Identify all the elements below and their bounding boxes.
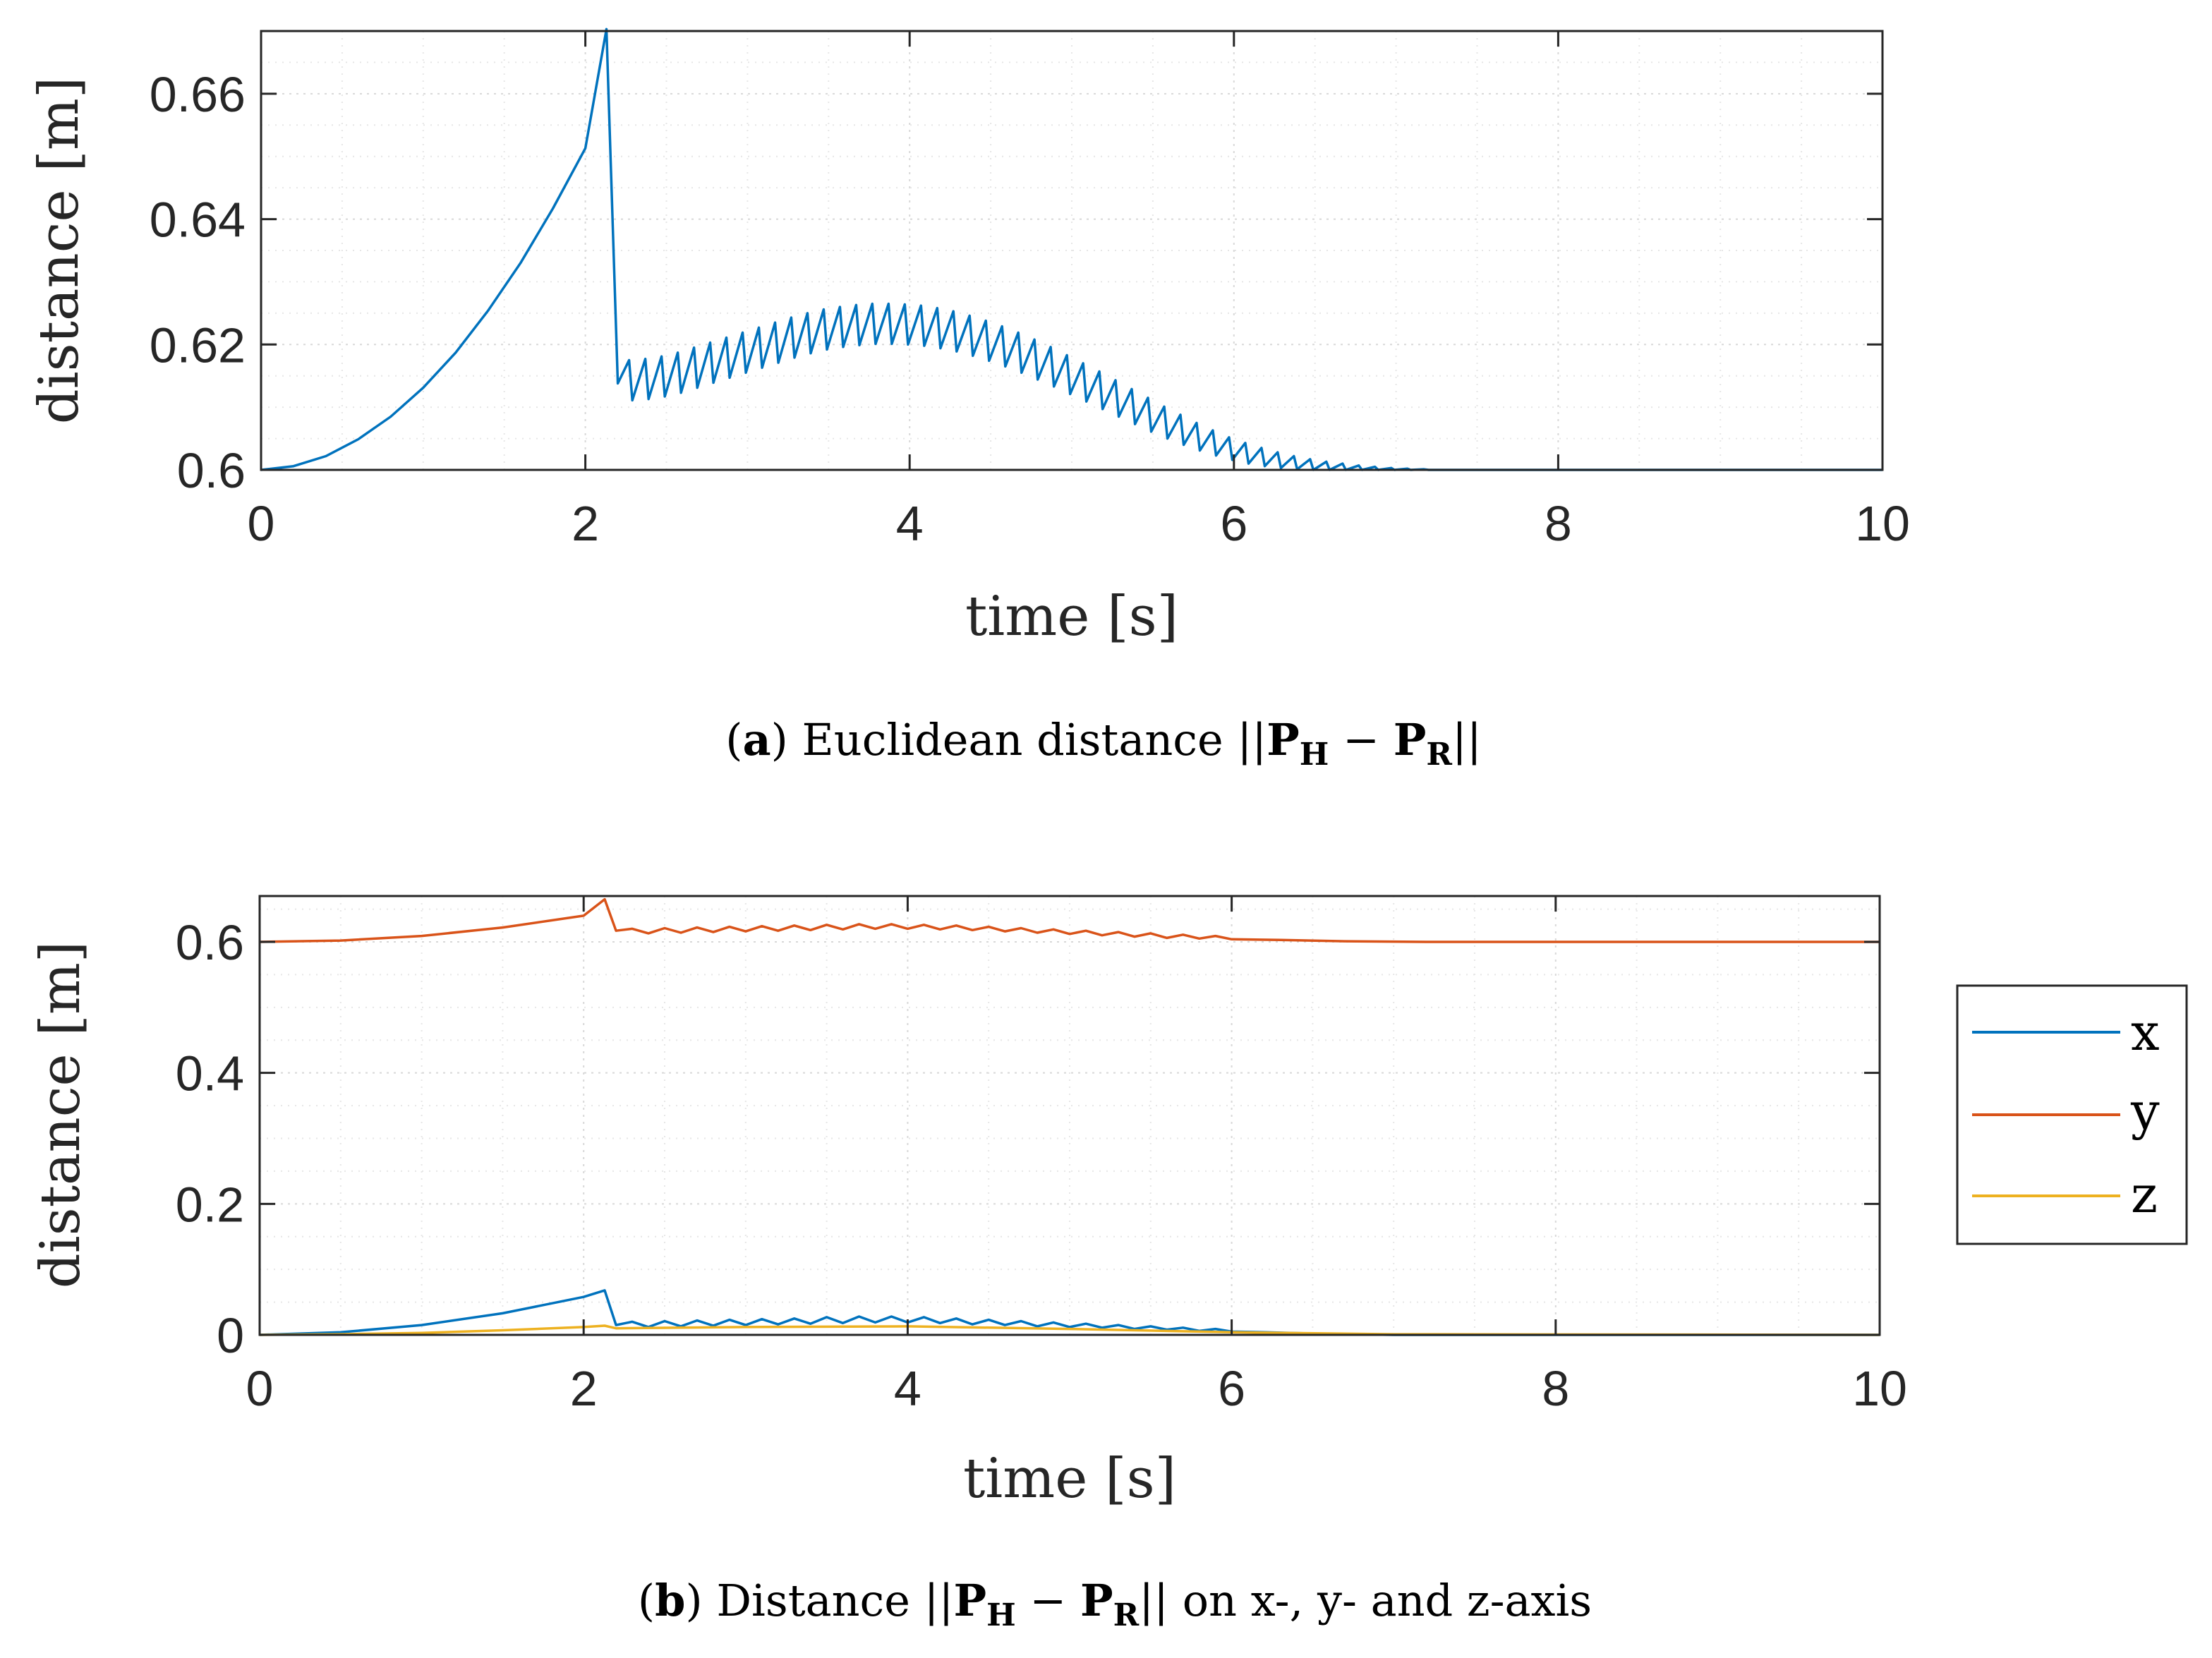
b-y-tick-label: 0.2	[176, 1177, 244, 1232]
legend-y-label: y	[2130, 1082, 2160, 1141]
caption-a-H: H	[1300, 737, 1329, 773]
caption-b-minus: −	[1029, 1575, 1066, 1626]
panel-b-ticks: 0 2 4 6 8 10 0 0.2 0.4 0.6	[176, 896, 1907, 1416]
b-x-tick-label: 10	[1852, 1361, 1907, 1416]
caption-a-P2: P	[1394, 714, 1427, 766]
caption-b-R: R	[1113, 1597, 1140, 1633]
caption-a-formula-prefix: ||	[1237, 714, 1267, 766]
panel-b-x-axis-label: time [s]	[963, 1447, 1176, 1511]
a-y-tick-label: 0.66	[150, 67, 246, 122]
panel-a-grid	[260, 30, 1883, 471]
legend-z-label: z	[2131, 1165, 2158, 1224]
a-x-tick-label: 4	[896, 496, 924, 551]
caption-a: (a) Euclidean distance ||PH − PR||	[725, 714, 1482, 773]
panel-b-axes-box	[258, 895, 1881, 1336]
panel-a-y-axis-label: distance [m]	[28, 77, 91, 424]
a-x-tick-label: 0	[248, 496, 275, 551]
caption-a-P1: P	[1267, 714, 1300, 766]
caption-a-letter: a	[742, 714, 770, 766]
a-x-tick-label: 8	[1545, 496, 1572, 551]
caption-a-minus: −	[1343, 714, 1379, 766]
caption-a-R: R	[1426, 737, 1452, 773]
b-series-y-line	[259, 897, 1880, 943]
a-y-tick-label: 0.62	[150, 317, 246, 373]
panel-b-legend: x y z	[1956, 984, 2188, 1245]
a-x-tick-label: 2	[572, 496, 599, 551]
b-x-tick-label: 2	[570, 1361, 598, 1416]
b-x-tick-label: 6	[1218, 1361, 1245, 1416]
caption-b: (b) Distance ||PH − PR|| on x-, y- and z…	[638, 1575, 1592, 1633]
caption-b-formula-prefix: ||	[924, 1575, 954, 1626]
caption-b-letter: b	[655, 1575, 685, 1626]
panel-a-axes-box	[260, 30, 1884, 471]
caption-a-formula-suffix: ||	[1452, 714, 1482, 766]
caption-b-formula-suffix: ||	[1139, 1575, 1168, 1626]
panel-a-chart: 0 2 4 6 8 10 0.6 0.62 0.64 0.66 time [s] distance…	[28, 28, 1910, 648]
caption-b-text: Distance	[716, 1575, 910, 1626]
a-x-tick-label: 10	[1855, 496, 1910, 551]
a-y-tick-label: 0.64	[150, 193, 246, 248]
panel-b-grid	[259, 896, 1880, 1336]
b-y-tick-label: 0	[217, 1308, 244, 1363]
caption-b-P2: P	[1080, 1575, 1113, 1626]
caption-b-P1: P	[953, 1575, 986, 1626]
caption-b-H: H	[986, 1597, 1016, 1633]
b-x-tick-label: 8	[1542, 1361, 1569, 1416]
a-y-tick-label: 0.6	[177, 443, 246, 498]
legend-x-label: x	[2131, 1003, 2160, 1062]
b-x-tick-label: 0	[246, 1361, 274, 1416]
panel-b-y-axis-label: distance [m]	[29, 941, 92, 1288]
b-y-tick-label: 0.6	[176, 915, 244, 970]
panel-a-ticks: 0 2 4 6 8 10 0.6 0.62 0.64 0.66	[150, 31, 1910, 551]
b-x-tick-label: 4	[894, 1361, 921, 1416]
b-y-tick-label: 0.4	[176, 1046, 244, 1101]
a-x-tick-label: 6	[1220, 496, 1247, 551]
caption-a-text: Euclidean distance	[802, 714, 1223, 766]
panel-a-lines	[260, 28, 1882, 471]
caption-b-rest: on x-, y- and z-axis	[1183, 1575, 1592, 1626]
a-series-distance-line	[260, 28, 1882, 471]
panel-a-x-axis-label: time [s]	[965, 585, 1178, 648]
